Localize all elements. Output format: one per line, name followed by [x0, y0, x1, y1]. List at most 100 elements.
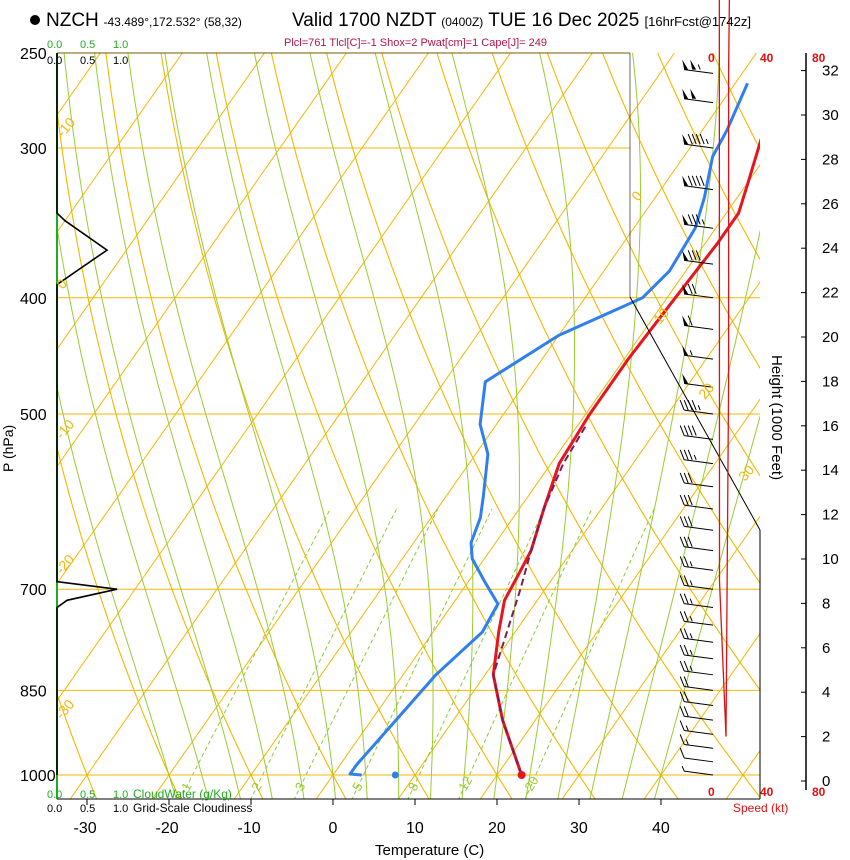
wind-barb — [679, 747, 714, 763]
speed-tick-label-top: 0 — [708, 51, 715, 65]
barb-pennant — [682, 373, 689, 384]
pressure-tick-label: 850 — [20, 683, 47, 700]
dry-adiabat-line — [57, 692, 98, 799]
cloudiness-tick-top: 1.0 — [113, 55, 128, 67]
x-tick-label: 0 — [329, 820, 338, 837]
station-dot-icon — [30, 14, 40, 25]
wind-barb — [679, 472, 714, 488]
temperature-profile — [491, 137, 760, 776]
barb-shaft — [684, 715, 714, 721]
barb-full — [691, 399, 697, 411]
barb-half — [689, 649, 693, 656]
isotherm-line — [725, 749, 760, 799]
barb-shaft — [684, 546, 714, 552]
height-tick-label: 10 — [822, 551, 839, 568]
mixing-ratio-label: 20 — [521, 773, 541, 793]
wind-barb — [682, 250, 714, 265]
adiabat-label: -30 — [52, 696, 77, 722]
barb-half — [689, 616, 693, 622]
moist-adiabat-line — [557, 53, 641, 799]
cloudiness-tick-top: 0.5 — [80, 55, 95, 67]
barb-full — [691, 214, 697, 225]
wind-barb — [679, 449, 714, 465]
height-tick-label: 28 — [822, 151, 839, 168]
cloudiness-tick-bottom: 0.5 — [80, 803, 95, 815]
x-tick-label: 10 — [406, 820, 424, 837]
cloud-water-label: CloudWater (g/Kg) — [133, 787, 232, 801]
wind-barb — [682, 214, 714, 229]
x-tick-label: -10 — [238, 820, 261, 837]
forecast-info: [16hrFcst@1742z] — [644, 14, 751, 29]
moist-adiabat-line — [589, 53, 721, 799]
wind-barb — [682, 283, 714, 299]
barb-pennant — [682, 88, 689, 99]
barb-full — [687, 214, 693, 225]
height-tick-label: 24 — [822, 240, 839, 257]
barb-shaft — [684, 770, 714, 776]
cloudiness-tick-top: 0.0 — [47, 55, 62, 67]
utc-time: (0400Z) — [441, 15, 484, 29]
barb-full — [679, 706, 685, 717]
wind-barb — [679, 660, 714, 676]
valid-date: TUE 16 Dec 2025 — [488, 10, 640, 31]
cloudiness-tick-bottom: 1.0 — [113, 803, 128, 815]
barb-half — [697, 404, 701, 411]
mixing-ratio-line — [458, 508, 593, 799]
barb-half — [685, 725, 689, 731]
moist-adiabat-line — [57, 385, 177, 799]
barb-full — [683, 575, 689, 586]
barb-shaft — [684, 143, 714, 149]
barb-pennant — [682, 345, 689, 356]
isotherm-line — [561, 515, 760, 799]
barb-full — [683, 399, 689, 411]
dewpoint-profile — [348, 82, 749, 777]
surface-dewpoint-marker — [391, 771, 399, 779]
x-tick-label: 20 — [488, 820, 506, 837]
barb-full — [683, 425, 689, 436]
dry-adiabat-line — [270, 53, 596, 799]
wind-barb — [679, 628, 714, 643]
barb-pennant — [690, 88, 697, 99]
barb-full — [683, 556, 689, 567]
dry-adiabat-line — [215, 53, 513, 799]
barb-full — [683, 494, 689, 506]
barb-pennant — [682, 315, 689, 326]
barb-half — [693, 454, 697, 460]
barb-half — [705, 138, 709, 145]
barb-full — [679, 628, 685, 639]
barb-shaft — [684, 259, 714, 265]
moist-adiabat-line — [525, 53, 575, 799]
barb-full — [695, 133, 701, 145]
moist-adiabat-line — [451, 53, 520, 799]
barb-half — [697, 64, 701, 70]
barb-half — [689, 580, 693, 586]
barb-full — [679, 575, 685, 586]
barb-half — [689, 665, 693, 672]
dry-adiabat-line — [381, 53, 760, 799]
isotherm-line — [57, 53, 348, 468]
x-tick-label: -20 — [156, 820, 179, 837]
barb-shaft — [684, 325, 714, 330]
barb-full — [687, 472, 693, 484]
barb-full — [687, 425, 693, 436]
barb-full — [699, 133, 705, 145]
barb-full — [687, 399, 693, 411]
wind-barb — [679, 644, 714, 660]
wind-barb — [679, 516, 714, 531]
wind-barb — [682, 88, 714, 104]
barb-full — [683, 536, 689, 547]
barb-full — [683, 516, 689, 527]
isotherm-line — [57, 53, 512, 702]
barb-full — [687, 133, 693, 145]
speed-tick-label-bottom: 80 — [812, 785, 826, 799]
wind-barb — [679, 556, 714, 571]
moist-adiabat-line — [309, 53, 434, 799]
barb-full — [679, 611, 685, 622]
surface-temperature-marker — [517, 771, 526, 779]
y-axis-label: P (hPa) — [0, 425, 16, 472]
height-tick-label: 14 — [822, 462, 839, 479]
height-tick-label: 32 — [822, 63, 839, 80]
dry-adiabat-line — [326, 53, 679, 799]
x-tick-label: -30 — [74, 820, 97, 837]
cloud-water-tick-top: 1.0 — [113, 39, 128, 51]
